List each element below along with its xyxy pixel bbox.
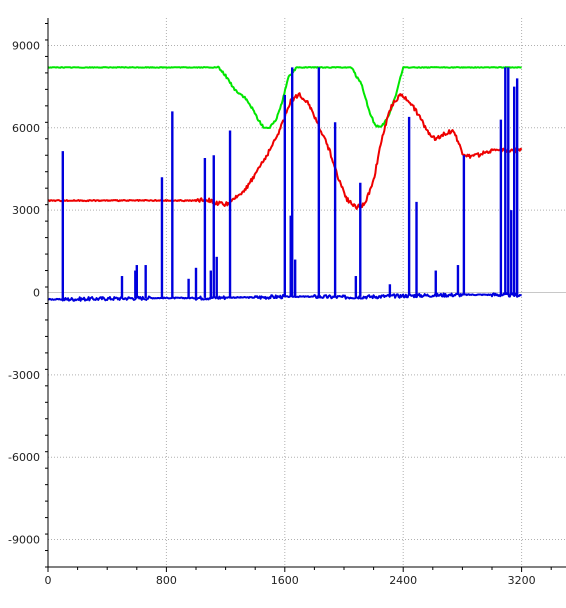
- y-tick-label: -9000: [8, 534, 40, 547]
- axis-layer: 9000 6000 3000 0 -3000 -6000 -9000 0 800 1600 2400…: [8, 18, 566, 587]
- x-tick-label: 3200: [508, 574, 536, 587]
- x-tick-label: 1600: [271, 574, 299, 587]
- series-layer: [47, 65, 523, 302]
- y-tick-label: 3000: [12, 204, 40, 217]
- y-tick-label: -6000: [8, 451, 40, 464]
- y-tick-label: 6000: [12, 122, 40, 135]
- y-tick-label: -3000: [8, 369, 40, 382]
- x-tick-label: 2400: [389, 574, 417, 587]
- x-tick-label: 0: [45, 574, 52, 587]
- green-series-line: [47, 65, 522, 129]
- y-tick-label: 9000: [12, 39, 40, 52]
- x-tick-label: 800: [156, 574, 177, 587]
- y-tick-label: 0: [33, 287, 40, 300]
